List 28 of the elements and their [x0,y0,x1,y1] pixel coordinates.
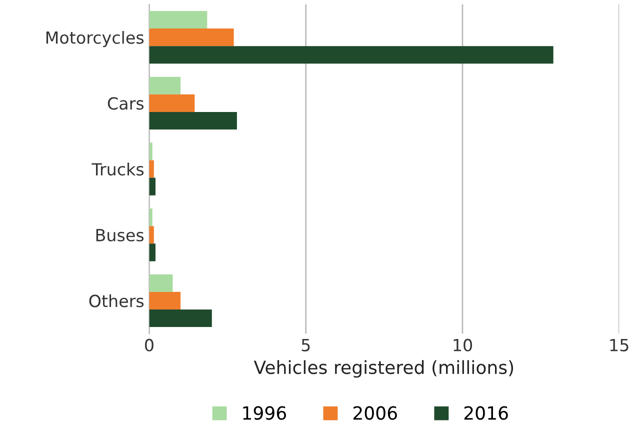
bar [149,142,152,160]
x-tick-label: 5 [302,339,310,352]
bar [149,28,234,46]
x-axis-title: Vehicles registered (millions) [254,360,514,378]
x-tick-label: 15 [610,339,628,352]
y-tick-label: Buses [96,229,144,242]
bar [149,94,195,112]
legend-label: 2016 [464,406,508,420]
bar [149,309,212,328]
legend-label: 1996 [243,406,286,420]
bar [149,10,208,29]
y-tick-label: Motorcycles [46,30,144,48]
bar [149,292,181,310]
bar [149,46,554,64]
bar [149,274,173,292]
bar [149,244,156,262]
bar [149,178,156,196]
y-tick-label: Cars [108,97,144,110]
x-tick-label: 10 [454,338,472,352]
bar [149,76,181,94]
y-tick-label: Others [89,294,144,308]
y-tick-label: Trucks [92,162,144,176]
bar [149,208,152,226]
x-tick-label: 0 [145,338,154,352]
bar [149,112,237,130]
legend-label: 2006 [353,406,397,420]
bar [149,160,154,178]
bar [149,226,154,244]
